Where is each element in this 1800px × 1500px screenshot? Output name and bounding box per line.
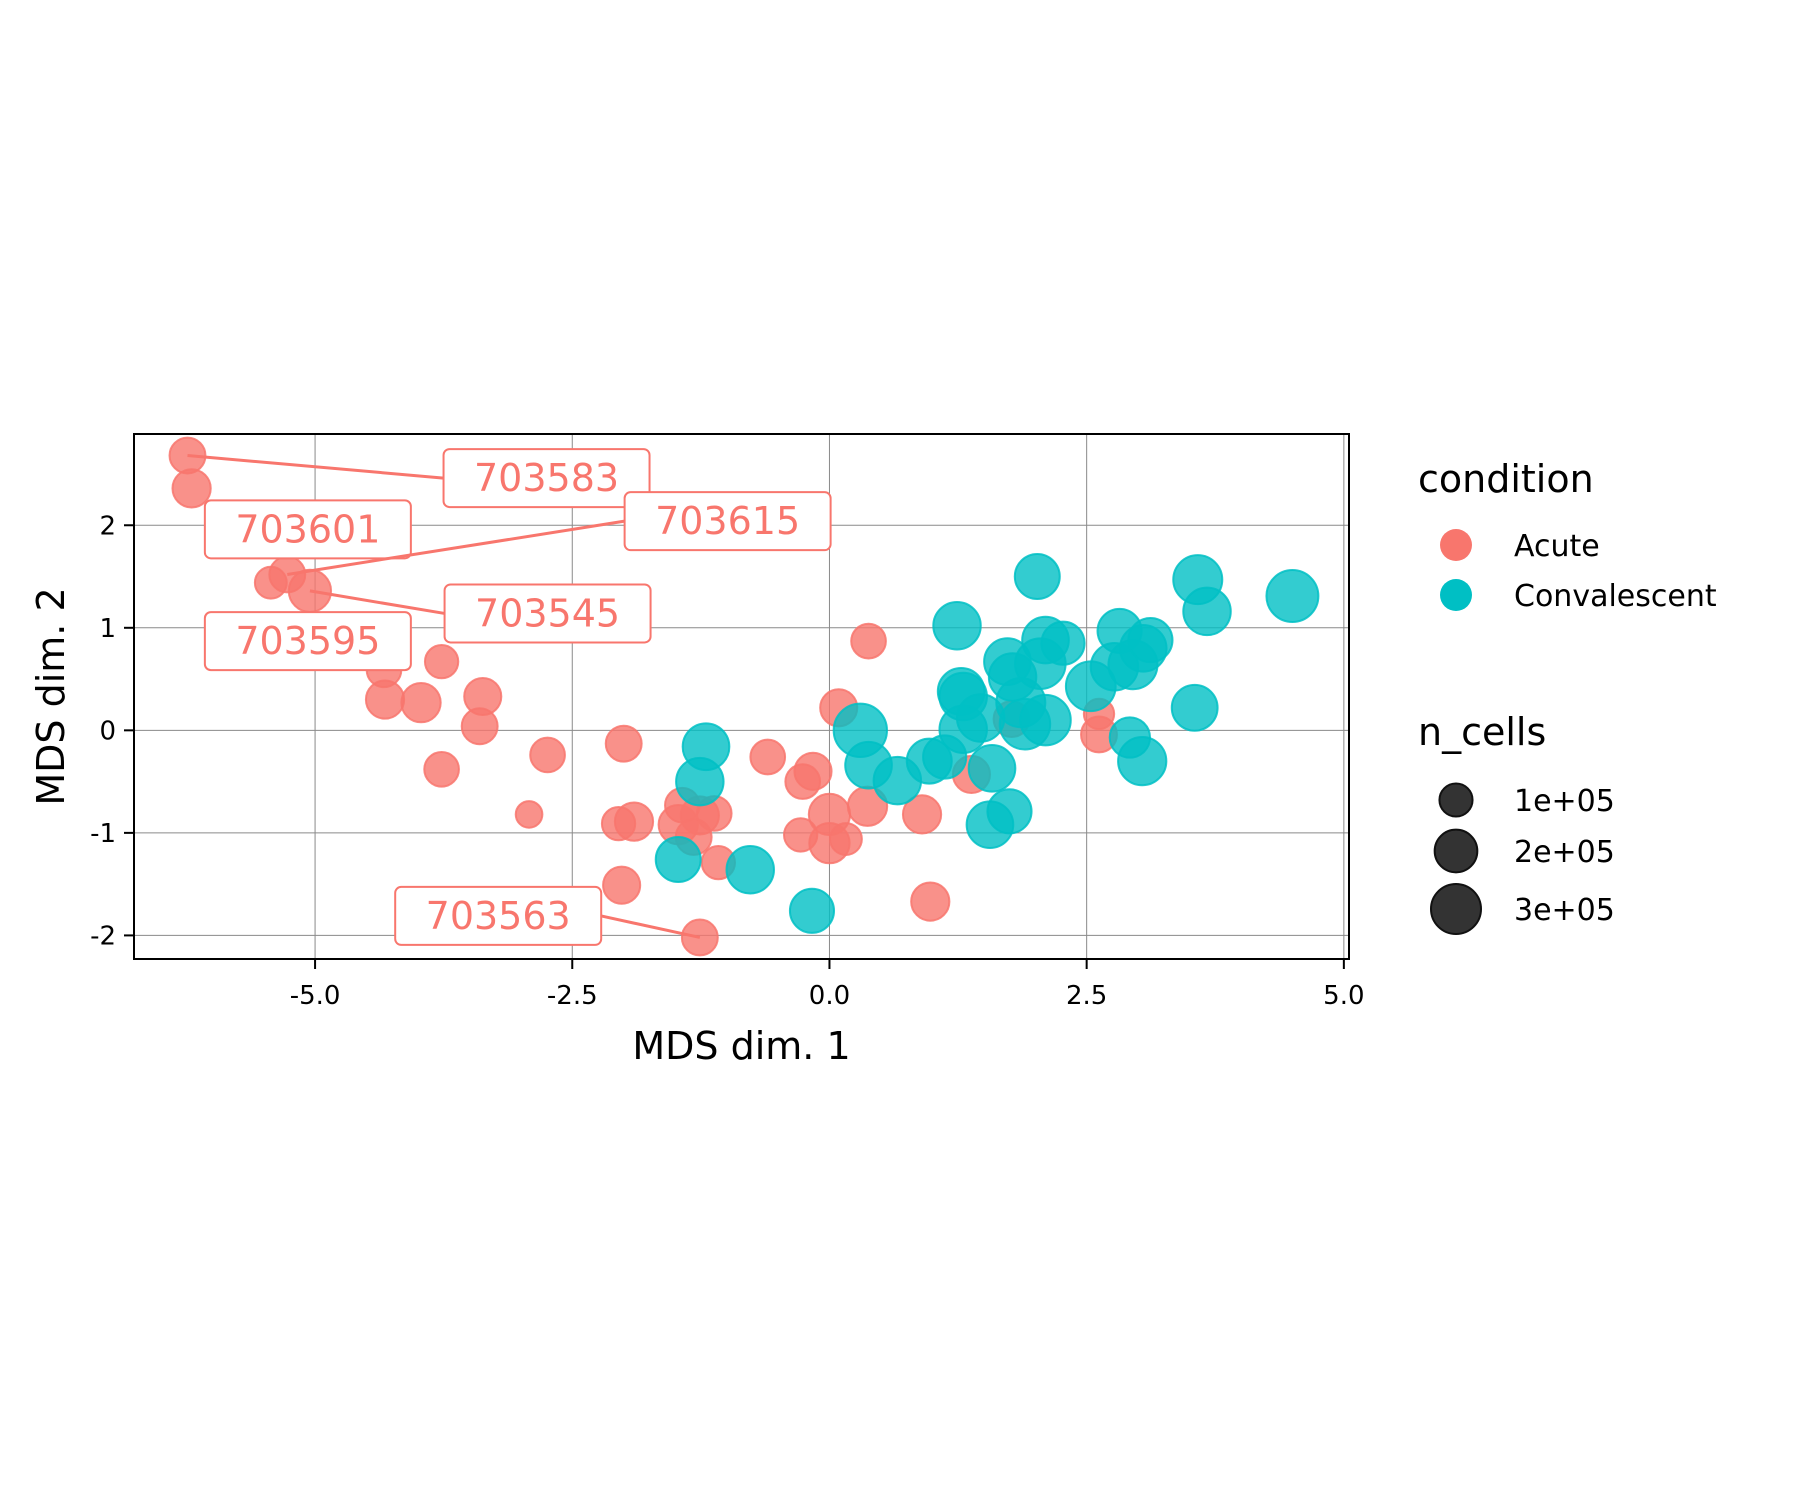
legend-convalescent-swatch bbox=[1440, 579, 1472, 611]
y-tick-label: 2 bbox=[99, 511, 116, 541]
label-segment bbox=[309, 589, 445, 615]
point-label: 703615 bbox=[655, 499, 800, 543]
point-convalescent bbox=[1265, 569, 1320, 623]
x-tick-label: -5.0 bbox=[290, 981, 341, 1011]
point-label: 703545 bbox=[475, 591, 620, 635]
series-convalescent bbox=[654, 553, 1320, 934]
point-convalescent bbox=[1170, 683, 1219, 732]
point-convalescent bbox=[654, 836, 702, 884]
legend-convalescent-label: Convalescent bbox=[1514, 579, 1717, 614]
label-segment bbox=[187, 454, 444, 480]
point-acute bbox=[171, 468, 212, 509]
legend-condition-title: condition bbox=[1418, 457, 1594, 501]
y-tick-label: -1 bbox=[90, 819, 116, 849]
point-convalescent bbox=[967, 743, 1017, 793]
legend-acute-swatch bbox=[1440, 529, 1472, 561]
point-acute bbox=[253, 565, 288, 600]
legend-n-cells-title: n_cells bbox=[1418, 710, 1546, 754]
point-acute bbox=[910, 881, 951, 922]
point-acute bbox=[850, 622, 887, 660]
y-tick-label: 0 bbox=[99, 716, 116, 746]
point-acute bbox=[529, 736, 566, 774]
point-acute bbox=[514, 800, 544, 829]
y-axis-title: MDS dim. 2 bbox=[29, 587, 73, 805]
point-acute bbox=[749, 738, 787, 776]
point-acute bbox=[460, 707, 499, 746]
point-acute bbox=[364, 679, 406, 720]
point-acute bbox=[423, 643, 460, 680]
point-acute bbox=[423, 750, 460, 788]
legend-size-swatch-3e5 bbox=[1430, 883, 1482, 935]
label-box bbox=[623, 491, 832, 552]
point-acute bbox=[784, 763, 822, 800]
legend-size-label-3e5: 3e+05 bbox=[1514, 893, 1615, 928]
point-convalescent bbox=[1040, 620, 1086, 666]
label-segment bbox=[600, 914, 701, 939]
y-tick-label: -2 bbox=[90, 921, 116, 951]
point-labels: 703583 703601 703615 703545 703595 703563 bbox=[187, 448, 832, 946]
point-acute bbox=[828, 822, 863, 856]
point-convalescent bbox=[1182, 586, 1232, 637]
point-convalescent bbox=[932, 601, 982, 651]
point-label: 703595 bbox=[235, 619, 380, 663]
x-tick-label: 5.0 bbox=[1323, 981, 1364, 1011]
series-acute bbox=[168, 436, 1118, 957]
x-axis-ticks: -5.0 -2.5 0.0 2.5 5.0 bbox=[290, 959, 1365, 1011]
point-convalescent bbox=[1117, 735, 1168, 787]
point-acute bbox=[613, 801, 655, 842]
x-tick-label: 2.5 bbox=[1066, 981, 1107, 1011]
legend-size-label-1e5: 1e+05 bbox=[1514, 784, 1615, 819]
label-segment bbox=[287, 519, 625, 576]
point-label: 703563 bbox=[426, 894, 571, 938]
y-tick-label: 1 bbox=[99, 614, 116, 644]
point-convalescent bbox=[1127, 617, 1174, 664]
legend-size-swatch-1e5 bbox=[1438, 782, 1474, 818]
point-convalescent bbox=[675, 756, 725, 807]
point-convalescent bbox=[986, 788, 1033, 835]
point-label: 703601 bbox=[235, 507, 380, 551]
point-acute bbox=[604, 724, 643, 763]
point-acute bbox=[901, 794, 943, 835]
label-box bbox=[394, 885, 603, 946]
point-convalescent bbox=[725, 845, 775, 895]
legend-acute-label: Acute bbox=[1514, 529, 1600, 564]
x-tick-label: 0.0 bbox=[809, 981, 850, 1011]
y-axis-ticks: -2 -1 0 1 2 bbox=[90, 511, 134, 951]
point-acute bbox=[602, 865, 642, 905]
label-box bbox=[443, 583, 652, 644]
label-box bbox=[203, 499, 412, 560]
legend: condition Acute Convalescent n_cells 1e+… bbox=[1418, 457, 1717, 935]
point-convalescent bbox=[1013, 553, 1061, 601]
point-acute bbox=[400, 682, 442, 724]
point-label: 703583 bbox=[474, 456, 619, 500]
legend-size-label-2e5: 2e+05 bbox=[1514, 835, 1615, 870]
legend-size-swatch-2e5 bbox=[1433, 828, 1479, 874]
x-tick-label: -2.5 bbox=[547, 981, 598, 1011]
plot-frame bbox=[133, 433, 1350, 960]
point-convalescent bbox=[1019, 693, 1072, 747]
label-box bbox=[442, 448, 651, 509]
point-convalescent bbox=[788, 887, 836, 934]
x-axis-title: MDS dim. 1 bbox=[632, 1024, 850, 1068]
label-box bbox=[203, 611, 412, 672]
